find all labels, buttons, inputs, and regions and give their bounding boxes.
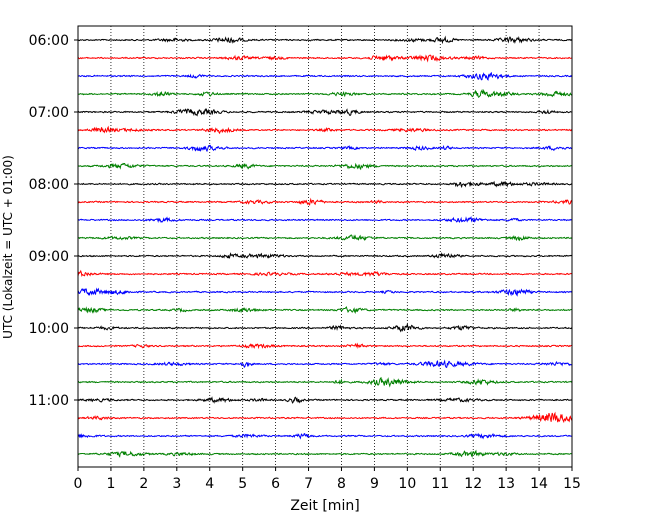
x-tick-label-14: 14 (530, 476, 548, 492)
y-tick-label-1: 07:00 (29, 105, 69, 121)
x-tick-label-9: 9 (370, 476, 379, 492)
x-tick-label-15: 15 (563, 476, 581, 492)
y-tick-label-2: 08:00 (29, 177, 69, 193)
x-tick-label-6: 6 (271, 476, 280, 492)
trace-1130 (77, 432, 573, 440)
trace-0800 (77, 180, 573, 189)
trace-0730 (77, 144, 573, 153)
trace-0930 (77, 287, 573, 297)
x-tick-label-2: 2 (139, 476, 148, 492)
plot-frame (77, 25, 573, 468)
seismogram-traces (77, 35, 573, 458)
trace-0745 (77, 162, 573, 171)
x-tick-label-0: 0 (74, 476, 83, 492)
trace-0945 (77, 306, 573, 315)
trace-0700 (77, 108, 573, 117)
y-tick-label-3: 09:00 (29, 249, 69, 265)
x-tick-label-13: 13 (497, 476, 515, 492)
trace-0900 (77, 251, 573, 259)
trace-1030 (77, 359, 573, 369)
y-tick-label-5: 11:00 (29, 393, 69, 409)
trace-0715 (77, 125, 573, 135)
trace-0600 (77, 35, 573, 45)
x-tick-label-10: 10 (398, 476, 416, 492)
trace-1115 (77, 411, 573, 424)
x-tick-label-11: 11 (431, 476, 449, 492)
trace-0615 (77, 54, 572, 63)
trace-0845 (77, 234, 573, 242)
x-tick-label-12: 12 (464, 476, 482, 492)
y-axis-title: UTC (Lokalzeit = UTC + 01:00) (1, 155, 15, 339)
x-tick-label-5: 5 (238, 476, 247, 492)
x-tick-label-7: 7 (304, 476, 313, 492)
y-tick-label-0: 06:00 (29, 33, 69, 49)
x-axis-title: Zeit [min] (290, 498, 359, 514)
trace-1100 (77, 396, 573, 404)
x-tick-label-4: 4 (205, 476, 214, 492)
trace-0830 (77, 215, 573, 224)
trace-0915 (77, 269, 573, 278)
y-tick-label-4: 10:00 (29, 321, 69, 337)
trace-0815 (77, 197, 573, 206)
trace-0630 (77, 71, 573, 81)
trace-1000 (77, 322, 573, 333)
y-axis: 06:00 07:00 08:00 09:00 10:00 11:00 (29, 33, 78, 409)
trace-1015 (77, 342, 573, 350)
trace-1045 (77, 376, 573, 388)
x-tick-label-1: 1 (106, 476, 115, 492)
trace-0645 (77, 88, 573, 99)
x-axis: 0 1 2 3 4 5 6 7 8 9 10 11 12 13 14 15 (74, 467, 581, 492)
trace-1145 (77, 449, 573, 458)
x-tick-label-3: 3 (172, 476, 181, 492)
x-tick-label-8: 8 (337, 476, 346, 492)
